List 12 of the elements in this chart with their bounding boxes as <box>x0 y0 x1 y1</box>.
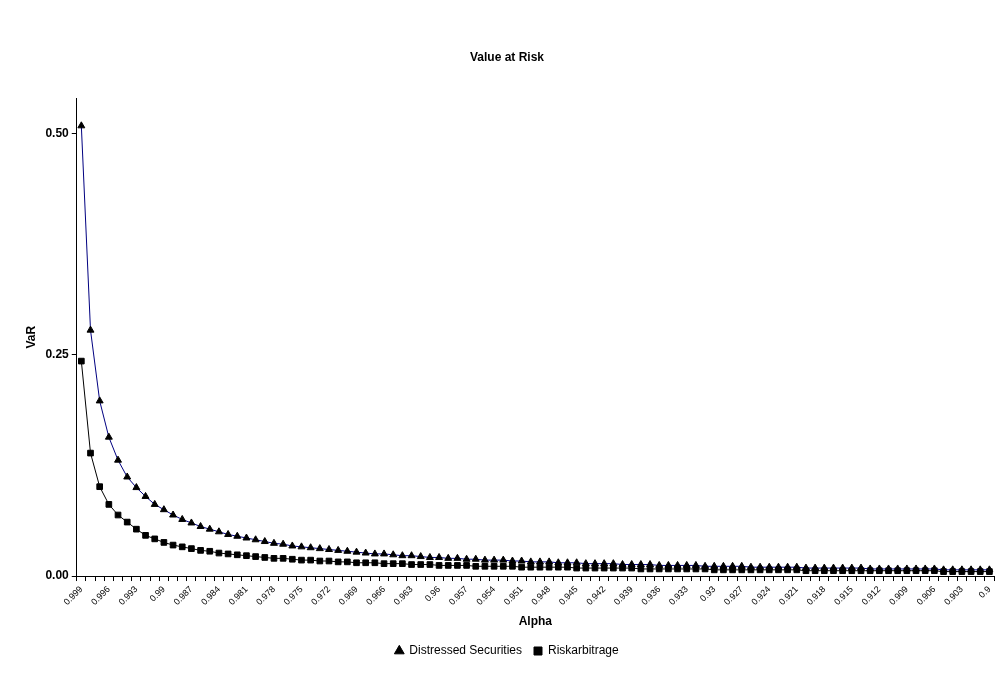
y-axis-title: VaR <box>23 325 38 349</box>
y-tick-label: 0.25 <box>45 347 70 362</box>
y-tick-label: 0.50 <box>45 126 70 141</box>
chart-title: Value at Risk <box>469 49 545 64</box>
x-tick-label: 0.93 <box>697 583 718 604</box>
y-tick-label: 0.00 <box>45 568 70 583</box>
x-tick-label: 0.9 <box>976 583 993 600</box>
legend-label: Distressed Securities <box>409 643 523 658</box>
x-tick-label: 0.99 <box>147 583 168 604</box>
x-axis-title: Alpha <box>518 614 553 629</box>
legend-label: Riskarbitrage <box>548 643 620 658</box>
x-tick-label: 0.96 <box>422 583 443 604</box>
